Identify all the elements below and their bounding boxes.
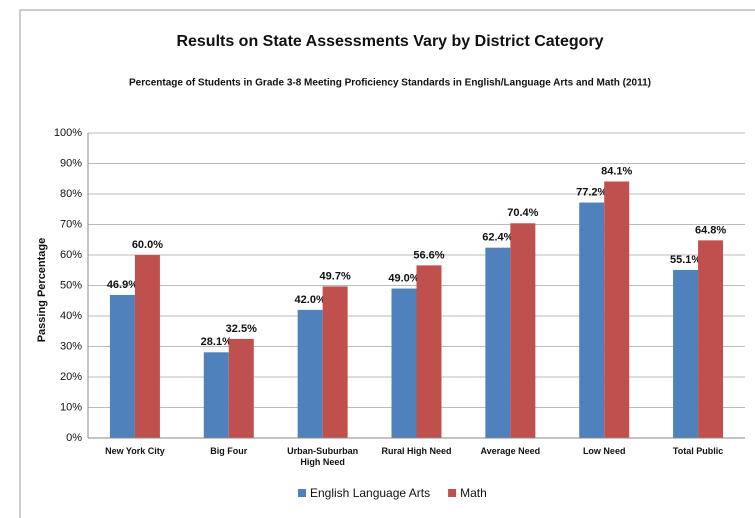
data-label: 62.4%: [482, 232, 513, 244]
y-tick-label: 20%: [60, 371, 82, 383]
bar: [228, 338, 254, 438]
data-label: 77.2%: [576, 186, 607, 198]
bar: [391, 288, 417, 438]
bar: [485, 247, 511, 438]
legend-label: Math: [460, 486, 487, 500]
y-tick-label: 80%: [60, 188, 82, 200]
data-label: 60.0%: [132, 239, 163, 251]
x-tick-label: Big Four: [210, 446, 248, 456]
y-tick-label: 40%: [60, 310, 82, 322]
chart-title: Results on State Assessments Vary by Dis…: [176, 33, 603, 50]
y-tick-label: 100%: [54, 127, 82, 139]
bar: [604, 181, 630, 438]
chart-subtitle: Percentage of Students in Grade 3-8 Meet…: [129, 78, 651, 89]
data-label: 64.8%: [695, 224, 726, 236]
x-tick-label: Average Need: [480, 446, 541, 456]
data-label: 84.1%: [601, 165, 632, 177]
x-tick-label: Rural High Need: [381, 446, 452, 456]
data-label: 70.4%: [507, 207, 538, 219]
bar: [297, 309, 323, 438]
legend-swatch: [298, 489, 306, 497]
data-label: 28.1%: [201, 336, 232, 348]
y-axis-label: Passing Percentage: [36, 238, 48, 343]
y-tick-label: 70%: [60, 218, 82, 230]
bar: [510, 223, 536, 438]
bar: [109, 294, 135, 438]
data-label: 49.7%: [320, 270, 351, 282]
bar: [698, 240, 724, 438]
data-label: 42.0%: [295, 294, 326, 306]
data-label: 32.5%: [226, 323, 257, 335]
legend-swatch: [448, 489, 457, 497]
bar: [203, 352, 229, 438]
y-tick-label: 60%: [60, 249, 82, 261]
bar: [416, 265, 442, 438]
y-tick-label: 50%: [60, 279, 82, 291]
y-tick-label: 0%: [66, 432, 82, 444]
data-label: 49.0%: [388, 272, 419, 284]
bar: [673, 269, 699, 438]
bar: [322, 286, 348, 438]
x-tick-label: Total Public: [672, 446, 724, 456]
y-tick-label: 10%: [60, 401, 82, 413]
legend-label: English Language Arts: [310, 486, 430, 500]
data-label: 56.6%: [413, 249, 444, 261]
bar: [134, 255, 160, 438]
x-tick-label: Low Need: [582, 446, 626, 456]
x-tick-label: Urban-Suburban High Need: [287, 446, 359, 467]
x-tick-label: New York City: [105, 446, 165, 456]
y-tick-label: 30%: [60, 340, 82, 352]
y-tick-label: 90%: [60, 157, 82, 169]
bar: [579, 202, 605, 438]
data-label: 55.1%: [670, 254, 701, 266]
data-label: 46.9%: [107, 279, 138, 291]
